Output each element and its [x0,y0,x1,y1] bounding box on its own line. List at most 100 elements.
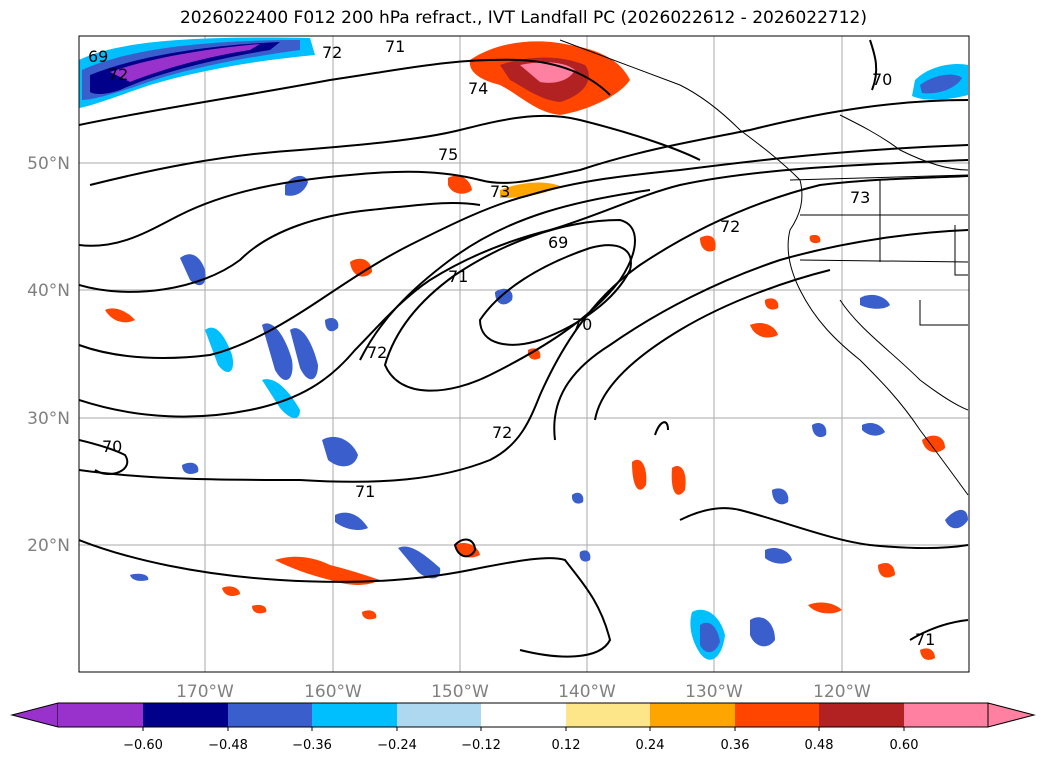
anomaly-shading [79,37,968,660]
contour-72 [79,144,969,359]
neg-patch-17 [700,622,720,653]
contour-73a [79,99,969,247]
colorbar-label-1: −0.60 [123,738,163,753]
pos-patch-7 [632,459,647,490]
neg-patch-13 [862,422,885,436]
latitude-labels: 50°N 40°N 30°N 20°N [27,154,70,556]
neg-patch-20 [945,509,968,529]
neg-patch-23 [579,550,591,562]
pos-patch-20 [252,604,267,614]
contour-71b [79,175,969,483]
neg-patch-18 [750,617,775,647]
contour-75 [89,114,701,186]
border-state-5 [919,300,968,326]
lat-label-50n: 50°N [27,154,70,174]
contour-71-south [679,507,969,550]
colorbar-extend-high [987,702,1036,728]
colorbar-label-9: 0.48 [805,738,834,753]
pos-patch-18 [809,234,821,244]
contour-label-14: 70 [872,70,892,89]
colorbar-label-4: −0.24 [377,738,417,753]
border-state-4 [954,225,968,276]
lon-label-170w: 170°W [176,682,234,702]
colorbar-cell-7 [566,703,650,727]
contour-label-16: 70 [102,437,122,456]
contour-70-south [79,539,612,658]
lon-label-120w: 120°W [813,682,871,702]
pos-patch-4 [105,308,135,323]
neg-patch-7 [335,512,368,530]
coastline-north-america [559,39,969,496]
pos-patch-6 [750,323,778,338]
contour-label-11: 70 [572,315,592,334]
pos-patch-5 [700,235,716,252]
contour-72c [594,269,831,421]
contour-70-loop [383,218,636,392]
border-canada [839,114,969,171]
neg-patch-nw-2 [82,40,300,100]
contour-label-1: 69 [88,47,108,66]
border-state-1 [799,259,969,263]
lon-label-150w: 150°W [431,682,489,702]
neg-patch-5 [262,379,300,419]
contour-label-10: 72 [367,343,387,362]
neg-patch-4 [290,328,318,380]
colorbar-cell-4 [312,703,397,727]
contour-label-9: 71 [448,267,468,286]
contour-label-5: 74 [468,79,488,98]
coastlines [559,39,969,496]
contour-70-ne [869,39,878,91]
lat-label-40n: 40°N [27,281,70,301]
contour-74 [79,58,611,126]
pos-patch-11 [275,556,380,585]
colorbar-label-6: 0.12 [552,738,581,753]
gridlines [79,36,969,672]
contour-label-13: 73 [850,188,870,207]
contour-label-3: 71 [385,37,405,56]
neg-patch-12 [860,294,890,309]
colorbar: −0.60 −0.48 −0.36 −0.24 −0.12 0.12 0.24 … [10,702,1036,753]
contour-label-7: 73 [490,182,510,201]
neg-patch-ne-2 [920,74,962,94]
neg-patch-nw-core [110,44,260,82]
neg-patch-24 [571,492,584,504]
pos-patch-3 [350,258,372,277]
colorbar-label-10: 0.60 [890,738,919,753]
pos-patch-2 [500,182,560,198]
neg-patch-15 [772,488,789,505]
colorbar-cell-6 [481,703,566,727]
figure-title: 2026022400 F012 200 hPa refract., IVT La… [179,8,867,28]
colorbar-label-5: −0.12 [461,738,501,753]
pos-patch-17 [764,298,779,310]
neg-patch-10 [495,288,513,305]
colorbar-label-7: 0.24 [636,738,665,753]
neg-patch-1 [180,254,206,286]
contour-label-8: 69 [548,233,568,252]
lon-label-130w: 130°W [685,682,743,702]
contour-label-12: 72 [720,217,740,236]
lat-label-30n: 30°N [27,409,70,429]
contour-small-loop [453,538,477,558]
pos-patch-16 [920,648,935,660]
colorbar-cell-10 [819,703,904,727]
neg-patch-22 [130,573,149,581]
border-us-canada [789,174,969,181]
pos-patch-10 [808,602,842,614]
contour-71 [79,159,969,418]
pos-patch-19 [362,610,377,620]
colorbar-cell-11 [904,703,988,727]
contour-labels: 69 72 71 72 74 75 73 69 71 72 70 72 73 7… [88,37,935,649]
neg-patch-11 [325,317,339,332]
lon-label-160w: 160°W [304,682,362,702]
pos-patch-15 [878,563,895,578]
contour-71-se [909,619,969,641]
colorbar-label-2: −0.48 [208,738,248,753]
colorbar-label-3: −0.36 [292,738,332,753]
pos-patch-8 [671,466,686,495]
contour-label-17: 71 [355,482,375,501]
neg-patch-3 [262,323,293,381]
neg-patch-21 [182,462,199,474]
neg-patch-8 [398,546,441,579]
contour-70-west [79,439,129,475]
